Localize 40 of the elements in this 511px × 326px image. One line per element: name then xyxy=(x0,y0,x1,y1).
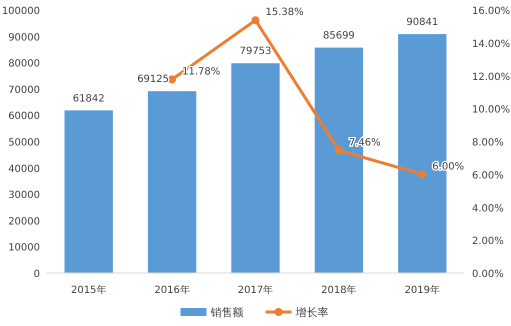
x-tick-label: 2018年 xyxy=(321,284,357,296)
y-tick-label: 100000 xyxy=(2,6,40,17)
y-tick-label: 20000 xyxy=(8,216,40,228)
legend-label: 销售额 xyxy=(210,306,244,319)
y2-tick-label: 10.00% xyxy=(472,104,510,116)
x-tick-label: 2016年 xyxy=(154,284,190,296)
x-tick-label: 2019年 xyxy=(404,284,440,296)
point xyxy=(252,16,260,24)
y2-tick-label: 14.00% xyxy=(472,38,510,50)
y2-tick-label: 16.00% xyxy=(472,6,510,17)
x-tick-label: 2017年 xyxy=(238,284,274,296)
y-tick-label: 40000 xyxy=(8,164,40,175)
data-label: 69125 xyxy=(137,74,170,86)
y-tick-label: 50000 xyxy=(8,138,40,148)
bar xyxy=(231,63,280,273)
y-tick-label: 0 xyxy=(34,269,40,280)
y-tick-label: 60000 xyxy=(8,111,40,122)
bar xyxy=(148,91,196,273)
point xyxy=(334,146,343,154)
y2-tick-label: 0.00% xyxy=(472,269,504,280)
bar xyxy=(64,110,113,273)
y-tick-label: 10000 xyxy=(8,242,40,254)
data-label: 85699 xyxy=(322,30,355,42)
legend-label: 增长率 xyxy=(294,306,328,319)
point xyxy=(418,170,426,178)
y-tick-label: 80000 xyxy=(8,58,40,70)
y2-tick-label: 4.00% xyxy=(472,203,504,214)
x-tick-label: 2015年 xyxy=(70,284,106,296)
y2-tick-label: 8.00% xyxy=(472,138,504,148)
y-tick-label: 70000 xyxy=(8,84,40,96)
data-label: 15.38% xyxy=(266,7,304,18)
data-label: 90841 xyxy=(406,17,438,28)
data-label: 79753 xyxy=(240,46,272,58)
y2-tick-label: 2.00% xyxy=(472,236,504,248)
data-label: 61842 xyxy=(72,93,105,104)
y-tick-label: 30000 xyxy=(8,190,40,202)
y2-tick-label: 6.00% xyxy=(472,170,504,182)
data-label: 11.78% xyxy=(182,66,220,78)
y2-tick-label: 12.00% xyxy=(472,72,510,83)
y-tick-label: 90000 xyxy=(8,32,40,44)
